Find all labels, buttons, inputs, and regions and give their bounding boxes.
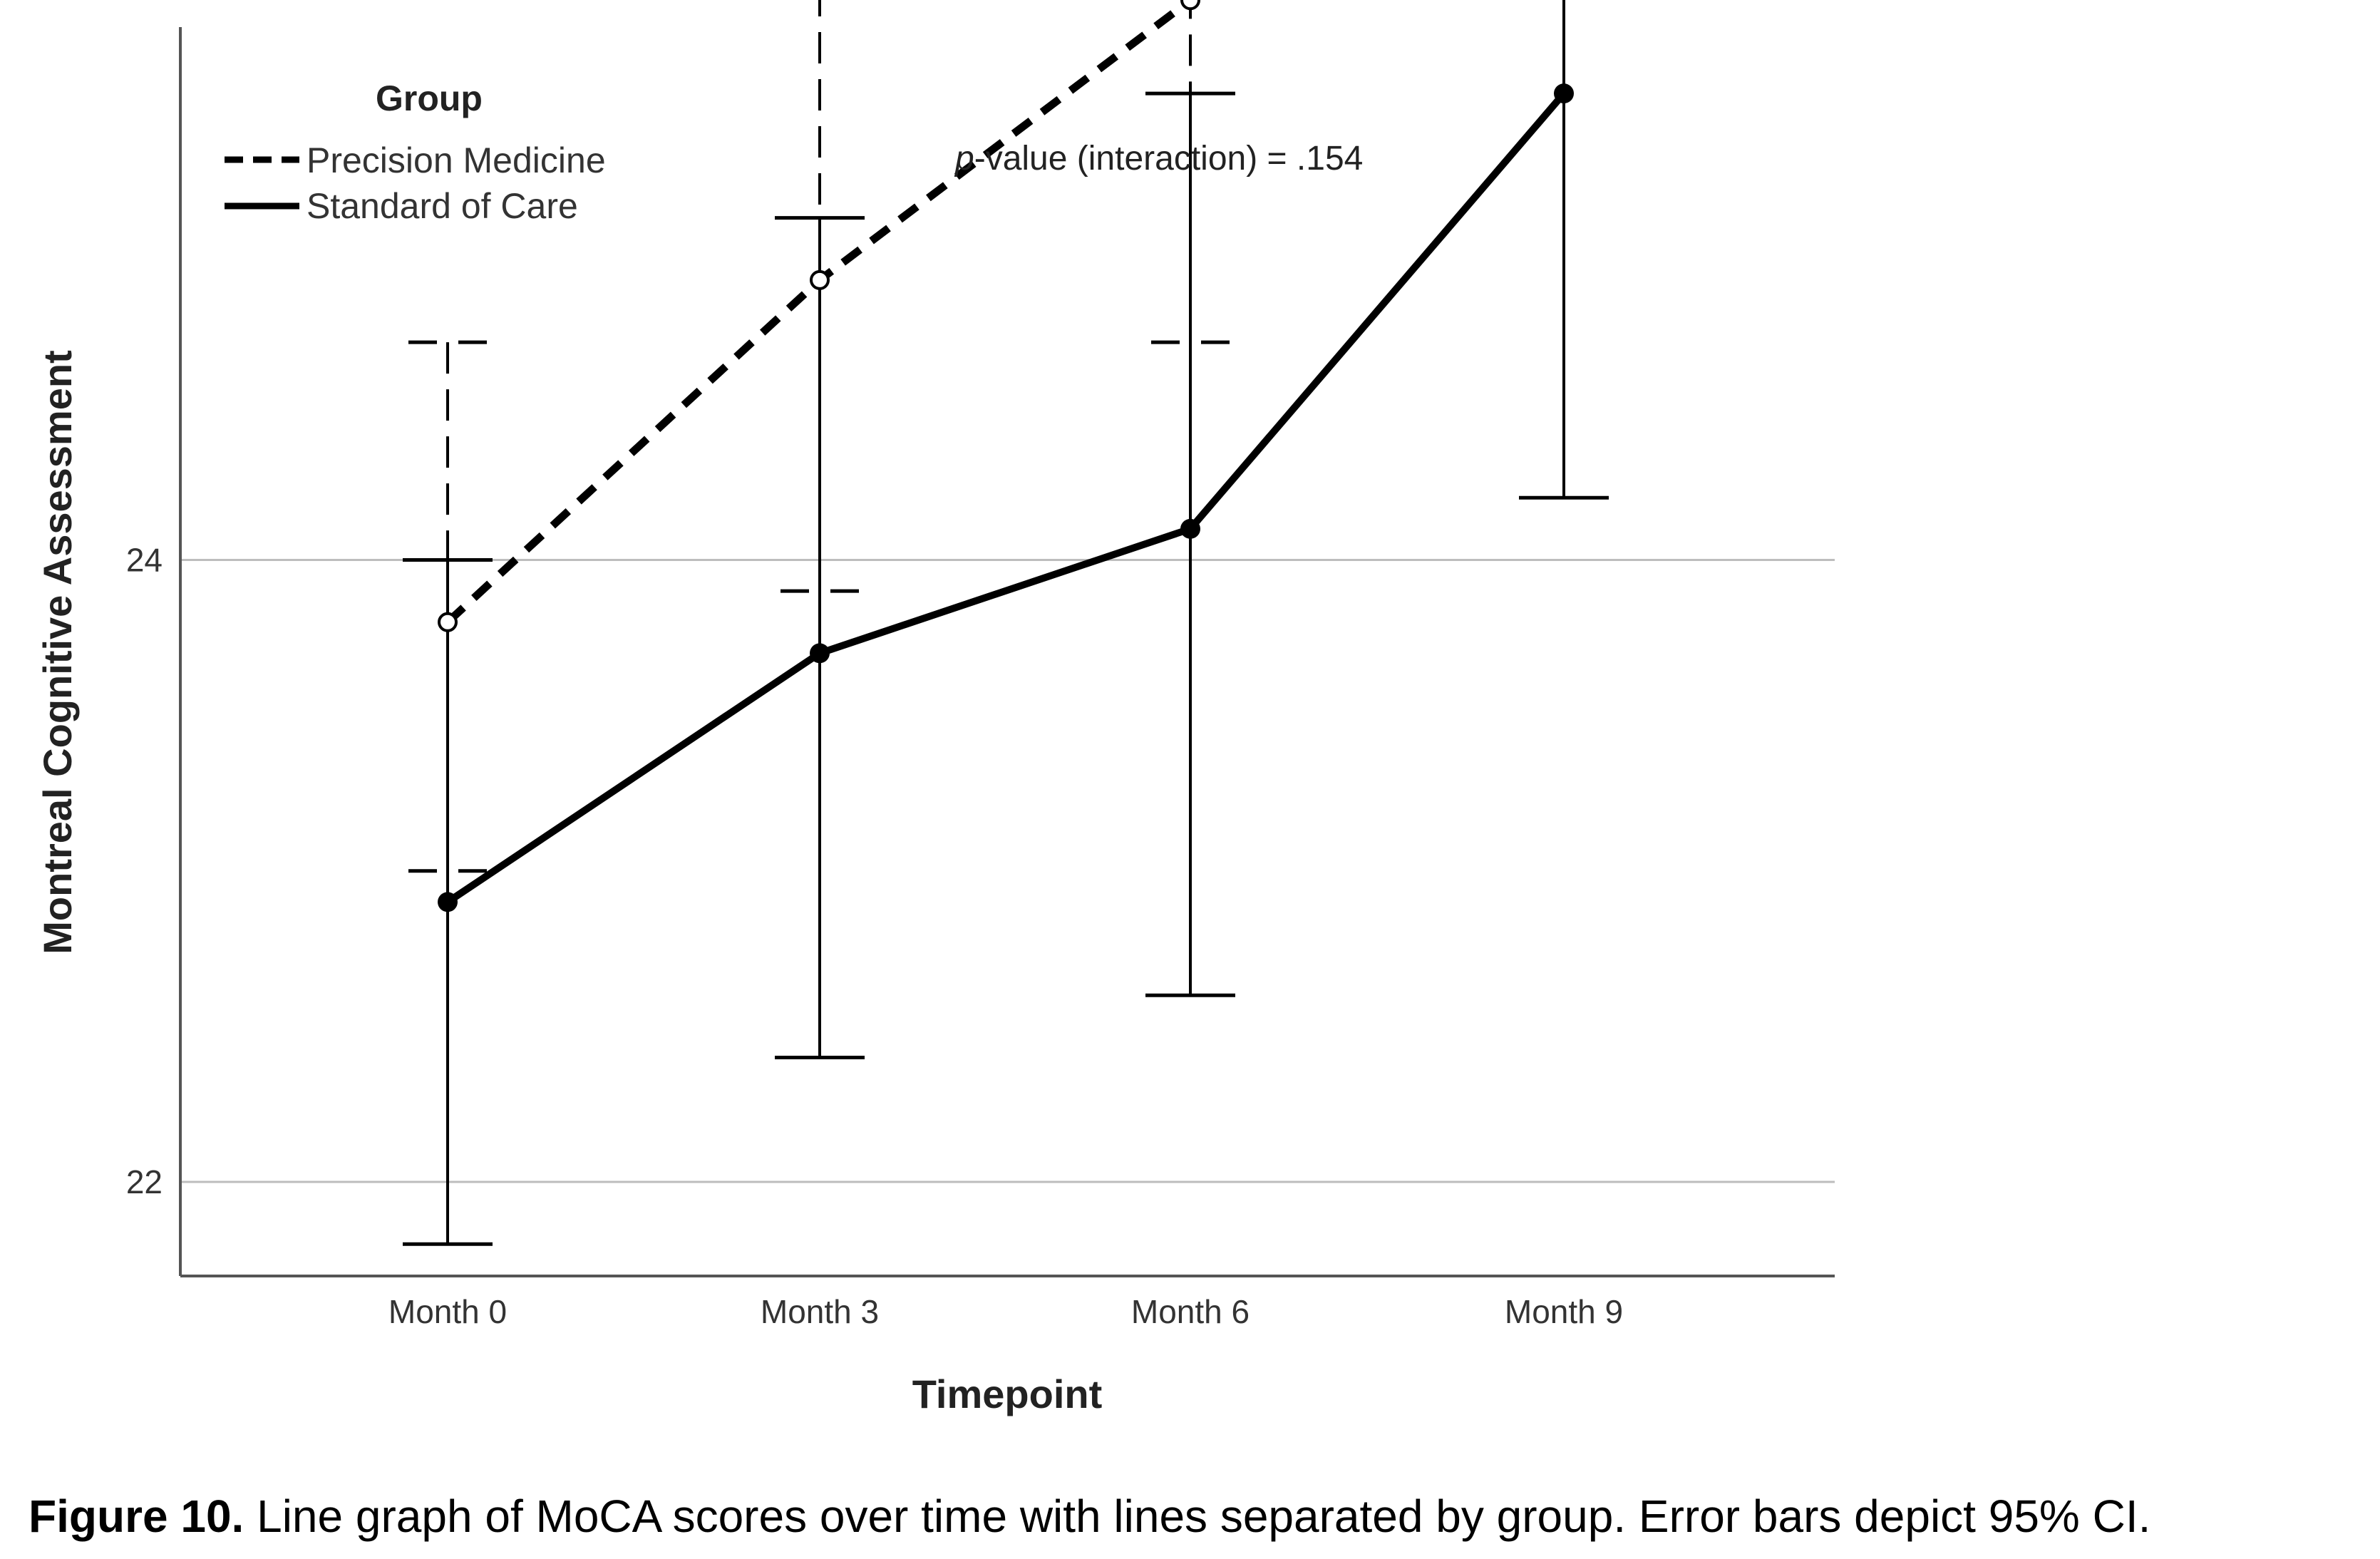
legend-label-precision-medicine: Precision Medicine [306,140,606,180]
x-tick-label-month-3: Month 3 [761,1293,879,1330]
figure-caption-label: Figure 10. [29,1491,244,1542]
error-bars [403,0,1609,1246]
x-tick-label-month-0: Month 0 [388,1293,507,1330]
p-value-italic-p: p [954,140,974,177]
legend-label-standard-of-care: Standard of Care [306,186,578,226]
point-precision-medicine-0 [438,612,458,632]
point-precision-medicine-2 [1180,0,1200,11]
legend: Group Precision Medicine Standard of Car… [225,78,606,226]
legend-title: Group [376,78,483,118]
point-precision-medicine-1 [810,269,830,290]
y-axis-title: Montreal Cognitive Assessment [35,350,80,954]
p-value-annotation: p-value (interaction) = .154 [954,140,1363,177]
x-axis-title: Timepoint [912,1372,1103,1416]
y-tick-label-24: 24 [126,542,163,579]
p-value-annotation-text: -value (interaction) = .154 [974,140,1364,177]
x-tick-label-month-9: Month 9 [1505,1293,1623,1330]
point-standard-of-care-3 [1554,83,1574,104]
figure-caption: Figure 10. Line graph of MoCA scores ove… [29,1490,2366,1543]
point-standard-of-care-2 [1180,518,1200,539]
series-lines [445,0,1567,905]
axes [179,27,1835,1277]
y-tick-label-22: 22 [126,1163,163,1200]
x-tick-label-month-6: Month 6 [1131,1293,1250,1330]
series-line-standard-of-care [445,91,1567,905]
figure-caption-text: Line graph of MoCA scores over time with… [244,1491,2151,1542]
y-tick-labels: 22242628 [126,542,163,1201]
point-standard-of-care-0 [438,892,458,912]
x-tick-labels: Month 0 Month 3 Month 6 Month 9 [388,1293,1623,1330]
series-markers [438,0,1574,912]
series-line-precision-medicine [445,0,1195,625]
point-standard-of-care-1 [810,643,830,664]
